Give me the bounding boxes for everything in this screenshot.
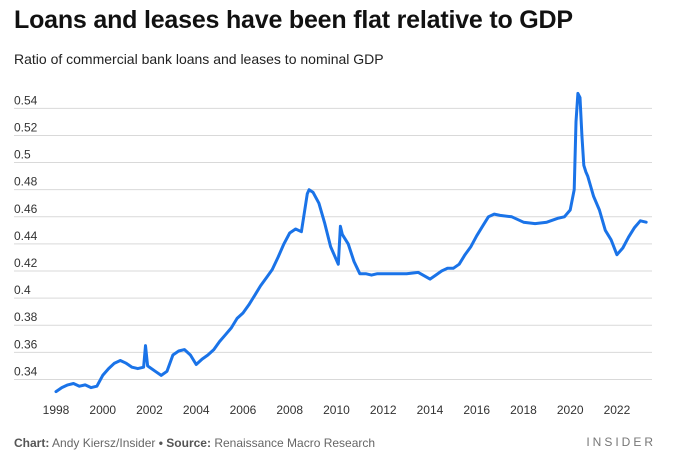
y-tick-label: 0.54 [14,93,38,107]
y-tick-label: 0.5 [14,148,31,162]
y-tick-label: 0.34 [14,364,38,378]
y-tick-label: 0.46 [14,202,38,216]
insider-logo: INSIDER [586,435,656,449]
source-label: Source: [166,436,211,450]
x-tick-label: 1998 [43,403,70,417]
chart-footer: Chart: Andy Kiersz/Insider • Source: Ren… [14,436,375,450]
x-tick-label: 2008 [276,403,303,417]
y-tick-label: 0.36 [14,337,38,351]
x-axis-tick-labels: 1998 2000 2002 2004 2006 2008 2010 2012 2014 2016… [43,403,631,417]
y-tick-label: 0.38 [14,310,38,324]
x-tick-label: 2004 [183,403,210,417]
chart-credit-label: Chart: [14,436,50,450]
chart-series [54,91,648,394]
chart-title: Loans and leases have been flat relative… [14,6,573,34]
series-line [54,91,648,394]
chart-gridlines [14,107,652,380]
y-axis-tick-labels: 0.34 0.36 0.38 0.4 0.42 0.44 0.46 0.48 0.5 0.52 0.… [14,93,38,378]
x-tick-label: 2016 [463,403,490,417]
x-tick-label: 2018 [510,403,537,417]
y-tick-label: 0.42 [14,256,38,270]
x-tick-label: 2000 [89,403,116,417]
y-tick-label: 0.48 [14,175,38,189]
footer-bullet: • [158,436,163,450]
y-tick-label: 0.4 [14,283,31,297]
x-tick-label: 2010 [323,403,350,417]
x-tick-label: 2022 [604,403,631,417]
x-tick-label: 2014 [417,403,444,417]
chart-credit-author: Andy Kiersz/Insider [52,436,156,450]
x-tick-label: 2006 [230,403,257,417]
x-tick-label: 2002 [136,403,163,417]
y-tick-label: 0.52 [14,120,38,134]
y-tick-label: 0.44 [14,229,38,243]
chart-subtitle: Ratio of commercial bank loans and lease… [14,51,384,67]
x-tick-label: 2012 [370,403,397,417]
line-chart: 0.34 0.36 0.38 0.4 0.42 0.44 0.46 0.48 0.5 0.52 0.… [14,91,652,417]
x-tick-label: 2020 [557,403,584,417]
source-text: Renaissance Macro Research [214,436,376,450]
